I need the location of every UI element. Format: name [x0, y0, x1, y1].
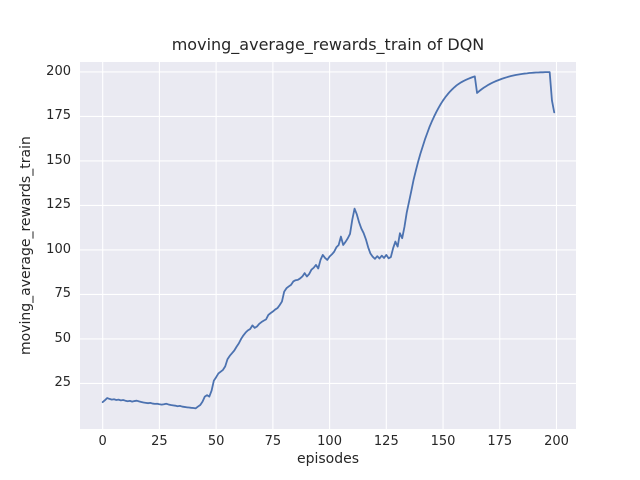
y-tick-label: 75	[54, 286, 71, 302]
x-tick-label: 150	[430, 434, 456, 449]
x-axis-label: episodes	[296, 451, 360, 467]
plot-area	[80, 62, 576, 429]
x-tick-label: 125	[373, 434, 399, 449]
y-tick-label: 150	[46, 152, 71, 168]
x-tick-label: 25	[151, 434, 168, 449]
x-tick-label: 200	[544, 434, 569, 449]
chart-title: moving_average_rewards_train of DQN	[171, 35, 485, 54]
x-tick-label: 0	[98, 434, 107, 449]
x-tick-label: 75	[264, 434, 282, 449]
x-tick-label: 175	[487, 434, 513, 449]
y-tick-label: 200	[46, 63, 71, 79]
data-line	[101, 71, 556, 410]
y-tick-label: 100	[46, 241, 71, 257]
x-tick-label: 100	[317, 434, 342, 449]
y-tick-label: 25	[54, 375, 71, 391]
line-chart-svg	[80, 62, 576, 429]
x-tick-label: 50	[207, 434, 225, 449]
y-tick-label: 125	[46, 197, 71, 213]
y-tick-label: 175	[46, 108, 71, 124]
y-tick-label: 50	[54, 330, 71, 346]
